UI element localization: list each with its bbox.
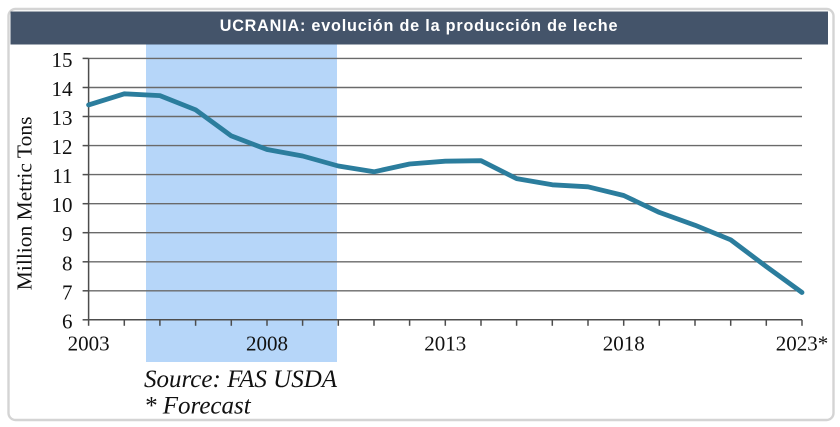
svg-text:6: 6 (62, 309, 73, 333)
svg-text:2018: 2018 (603, 332, 645, 356)
svg-text:14: 14 (52, 77, 74, 101)
svg-text:7: 7 (62, 280, 73, 304)
svg-text:9: 9 (62, 222, 73, 246)
svg-text:2023*: 2023* (776, 332, 829, 356)
svg-text:10: 10 (52, 193, 73, 217)
svg-text:UCRANIA: evolución de la produ: UCRANIA: evolución de la producción de l… (220, 17, 619, 35)
svg-text:Source: FAS USDA: Source: FAS USDA (144, 366, 338, 393)
svg-text:2008: 2008 (246, 332, 288, 356)
svg-text:11: 11 (52, 164, 72, 188)
svg-text:2003: 2003 (68, 332, 110, 356)
svg-text:12: 12 (52, 135, 73, 159)
svg-text:2013: 2013 (424, 332, 466, 356)
svg-text:* Forecast: * Forecast (144, 393, 252, 420)
svg-text:8: 8 (62, 251, 73, 275)
svg-text:15: 15 (52, 48, 73, 72)
svg-text:13: 13 (52, 106, 73, 130)
svg-text:Million Metric Tons: Million Metric Tons (13, 117, 37, 291)
